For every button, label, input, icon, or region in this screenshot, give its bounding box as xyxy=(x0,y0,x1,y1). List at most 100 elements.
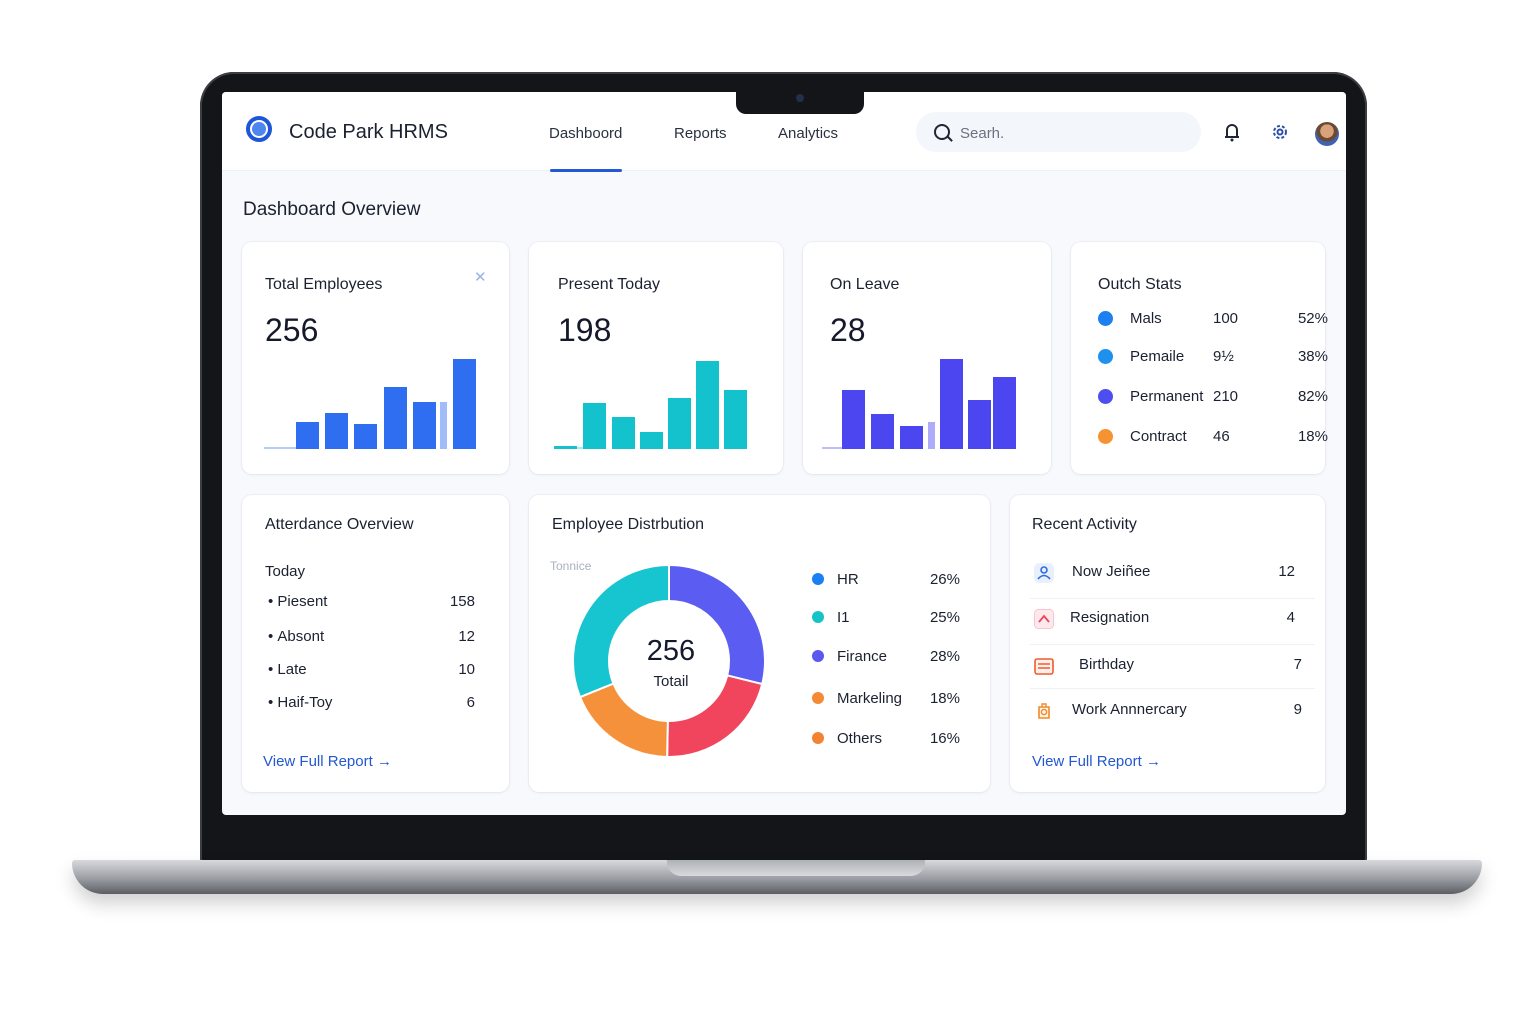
stat-value: 46 xyxy=(1213,428,1230,445)
legend-dot xyxy=(812,573,824,585)
camera-icon xyxy=(796,94,804,102)
activity-row[interactable]: Birthday 7 xyxy=(1030,648,1315,692)
bar xyxy=(968,399,991,449)
legend-percent: 16% xyxy=(929,730,960,747)
bell-icon[interactable] xyxy=(1222,122,1242,142)
attendance-label: Absont xyxy=(277,628,325,645)
bar xyxy=(724,390,747,449)
total-employees-bars xyxy=(264,354,484,449)
donut-center-label: Totail xyxy=(653,673,689,690)
attendance-value: 6 xyxy=(466,694,475,711)
view-full-report-link[interactable]: View Full Report → xyxy=(1032,753,1161,770)
search-icon xyxy=(934,124,950,140)
activity-label: Birthday xyxy=(1079,656,1135,673)
donut-slice-i1 xyxy=(572,563,670,699)
attendance-value: 158 xyxy=(449,593,475,610)
donut-caption: Tonnice xyxy=(550,559,592,573)
page-title: Dashboard Overview xyxy=(243,199,421,220)
legend-dot xyxy=(812,650,824,662)
attendance-subtitle: Today xyxy=(265,563,306,580)
view-full-report-label: View Full Report xyxy=(263,753,373,770)
present-today-value: 198 xyxy=(558,312,612,348)
bar xyxy=(871,413,894,449)
attendance-row: • Absont 12 xyxy=(268,628,475,645)
stat-label: Permanent xyxy=(1130,388,1204,405)
activity-row[interactable]: Resignation 4 xyxy=(1030,601,1315,645)
present-today-bars xyxy=(554,354,774,449)
logo-icon[interactable] xyxy=(246,116,272,142)
attendance-row: • Late 10 xyxy=(268,661,475,678)
camera-notch xyxy=(736,92,864,114)
bar xyxy=(296,422,319,449)
stat-row: Contract 46 18% xyxy=(1098,428,1328,448)
attendance-value: 12 xyxy=(458,628,475,645)
attendance-row: • Haif-Toy 6 xyxy=(268,694,475,711)
legend-label: I1 xyxy=(837,609,850,626)
gear-icon[interactable] xyxy=(1270,122,1290,142)
search-box[interactable] xyxy=(916,112,1201,152)
card-title: On Leave xyxy=(830,276,900,293)
activity-row[interactable]: Now Jeiñee 12 xyxy=(1030,555,1315,599)
resignation-icon xyxy=(1034,609,1054,629)
nav-analytics[interactable]: Analytics xyxy=(778,125,839,142)
bar xyxy=(413,401,436,449)
laptop-hinge-notch xyxy=(667,860,925,876)
legend-percent: 25% xyxy=(929,609,960,626)
view-full-report-label: View Full Report xyxy=(1032,753,1142,770)
search-input[interactable] xyxy=(958,122,1192,144)
card-recent-activity: Recent Activity Now Jeiñee 12 Resignatio… xyxy=(1010,495,1325,792)
stat-dot xyxy=(1098,389,1113,404)
avatar[interactable] xyxy=(1315,122,1339,146)
bar xyxy=(640,431,663,449)
view-full-report-link[interactable]: View Full Report → xyxy=(263,753,392,770)
on-leave-value: 28 xyxy=(830,312,866,348)
activity-value: 12 xyxy=(1278,563,1295,580)
stat-row: Mals 100 52% xyxy=(1098,310,1328,330)
card-on-leave: On Leave 28 xyxy=(803,242,1051,474)
stat-value: 9½ xyxy=(1213,348,1234,365)
legend-label: Others xyxy=(837,730,883,747)
stat-row: Pemaile 9½ 38% xyxy=(1098,348,1328,368)
on-leave-bars xyxy=(822,354,1042,449)
app-title: Code Park HRMS xyxy=(289,121,448,143)
chart-baseline xyxy=(264,447,298,449)
card-attendance-overview: Atterdance Overview Today • Piesent 158 … xyxy=(242,495,509,792)
bar xyxy=(354,424,377,449)
stat-value: 210 xyxy=(1213,388,1239,405)
bullet: • xyxy=(268,694,278,711)
bar xyxy=(900,426,923,449)
divider xyxy=(1030,688,1315,689)
legend-label: Markeling xyxy=(837,690,903,707)
card-title: Atterdance Overview xyxy=(265,516,414,533)
bar xyxy=(583,403,606,449)
bullet: • xyxy=(268,661,278,678)
bar-faint xyxy=(440,401,447,449)
close-icon[interactable]: ✕ xyxy=(474,269,487,286)
attendance-label: Piesent xyxy=(277,593,328,610)
activity-value: 9 xyxy=(1293,701,1302,718)
card-title: Recent Activity xyxy=(1032,516,1137,533)
stat-percent: 52% xyxy=(1297,310,1328,327)
legend-dot xyxy=(812,611,824,623)
legend-percent: 26% xyxy=(929,571,960,588)
nav-dashboard[interactable]: Dashboord xyxy=(549,125,623,142)
stat-label: Mals xyxy=(1130,310,1162,327)
activity-label: Now Jeiñee xyxy=(1072,563,1151,580)
bar xyxy=(325,412,348,449)
card-title: Present Today xyxy=(558,276,660,293)
divider xyxy=(1030,598,1315,599)
chart-baseline xyxy=(822,447,856,449)
card-employee-distribution: Employee Distrbution Tonnice 256 Totail … xyxy=(529,495,990,792)
divider xyxy=(1030,644,1315,645)
attendance-value: 10 xyxy=(458,661,475,678)
distribution-donut-chart xyxy=(572,563,766,759)
legend-dot xyxy=(812,732,824,744)
bar xyxy=(940,358,963,449)
arrow-right-icon: → xyxy=(376,753,392,770)
activity-row[interactable]: Work Annnercary 9 xyxy=(1030,693,1315,737)
bullet: • xyxy=(268,628,278,645)
bar xyxy=(993,376,1016,449)
nav-reports[interactable]: Reports xyxy=(674,125,727,142)
stat-row: Permanent 210 82% xyxy=(1098,388,1328,408)
work-anniversary-icon xyxy=(1038,703,1050,719)
